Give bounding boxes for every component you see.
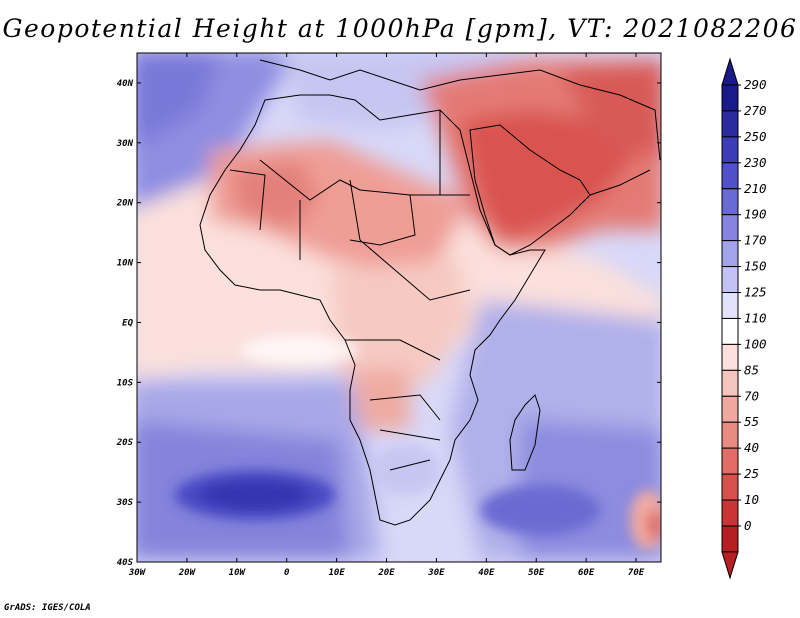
colorbar-swatch [721, 84, 739, 112]
colorbar-label: 125 [744, 285, 767, 300]
colorbar-top-arrow [721, 57, 739, 86]
colorbar-swatch [721, 369, 739, 397]
colorbar-swatch [721, 395, 739, 423]
colorbar-label: 55 [744, 414, 759, 429]
lon-tick-label: 0 [284, 568, 290, 578]
lat-tick-label: 20S [116, 438, 134, 448]
lat-tick-label: 30S [116, 498, 134, 508]
colorbar-swatch [721, 266, 739, 294]
lon-tick-label: 50E [528, 568, 545, 578]
longitude-axis: 30W 20W 10W 0 10E 20E 30E 40E 50E 60E 70E [128, 53, 645, 578]
colorbar-label: 110 [744, 310, 767, 325]
lat-tick-label: 40S [117, 558, 134, 568]
lat-tick-label: 10N [117, 259, 134, 269]
lat-tick-label: EQ [122, 318, 133, 328]
colorbar-swatch [721, 240, 739, 268]
colorbar-label: 150 [744, 259, 767, 274]
colorbar-label: 210 [744, 181, 767, 196]
colorbar-label: 290 [744, 77, 767, 92]
colorbar-label: 10 [744, 492, 759, 507]
lon-tick-label: 30W [128, 568, 147, 578]
credit-text: GrADS: IGES/COLA [4, 603, 91, 613]
colorbar-label: 85 [744, 362, 759, 377]
colorbar-label: 25 [744, 466, 759, 481]
colorbar-label: 250 [744, 129, 767, 144]
lon-tick-label: 10W [229, 568, 247, 578]
lat-tick-label: 30N [116, 139, 134, 149]
lon-tick-label: 70E [628, 568, 645, 578]
colorbar-label: 190 [744, 207, 767, 222]
colorbar-label: 170 [744, 233, 767, 248]
colorbar-label: 230 [744, 155, 767, 170]
colorbar-bottom-arrow [721, 551, 739, 580]
colorbar-swatch [721, 343, 739, 371]
lat-tick-label: 20N [116, 199, 134, 209]
lon-tick-label: 30E [427, 568, 445, 578]
colorbar-swatch [721, 317, 739, 345]
colorbar-swatch [721, 447, 739, 475]
colorbar-swatch [721, 292, 739, 319]
chart-title: Geopotential Height at 1000hPa [gpm], VT… [2, 14, 798, 43]
lon-tick-label: 60E [578, 568, 595, 578]
lon-tick-label: 20E [377, 568, 395, 578]
colorbar-swatch [721, 136, 739, 164]
lon-tick-label: 40E [478, 568, 495, 578]
colorbar-swatch [721, 525, 739, 553]
geopotential-field [137, 53, 661, 562]
lon-tick-label: 20W [178, 568, 197, 578]
colorbar-label: 270 [744, 103, 767, 118]
colorbar-label: 70 [744, 388, 759, 403]
lon-tick-label: 10E [328, 568, 345, 578]
lat-tick-label: 40N [117, 79, 134, 89]
colorbar-label: 40 [744, 440, 759, 455]
map-frame [136, 52, 662, 563]
coastlines [199, 59, 661, 526]
colorbar-swatch [721, 421, 739, 449]
lat-tick-label: 10S [117, 378, 134, 388]
colorbar-swatch [721, 473, 739, 501]
colorbar-swatch [721, 110, 739, 138]
colorbar-label: 100 [744, 336, 767, 351]
colorbar-label: 0 [744, 518, 752, 533]
colorbar-swatch [721, 162, 739, 190]
colorbar-swatch [721, 214, 739, 242]
colorbar-swatch [721, 188, 739, 216]
colorbar: 2902702502302101901701501251101008570554… [721, 57, 767, 580]
colorbar-swatch [721, 499, 739, 527]
latitude-axis: 40N 30N 20N 10N EQ 10S 20S 30S 40S [116, 79, 661, 568]
